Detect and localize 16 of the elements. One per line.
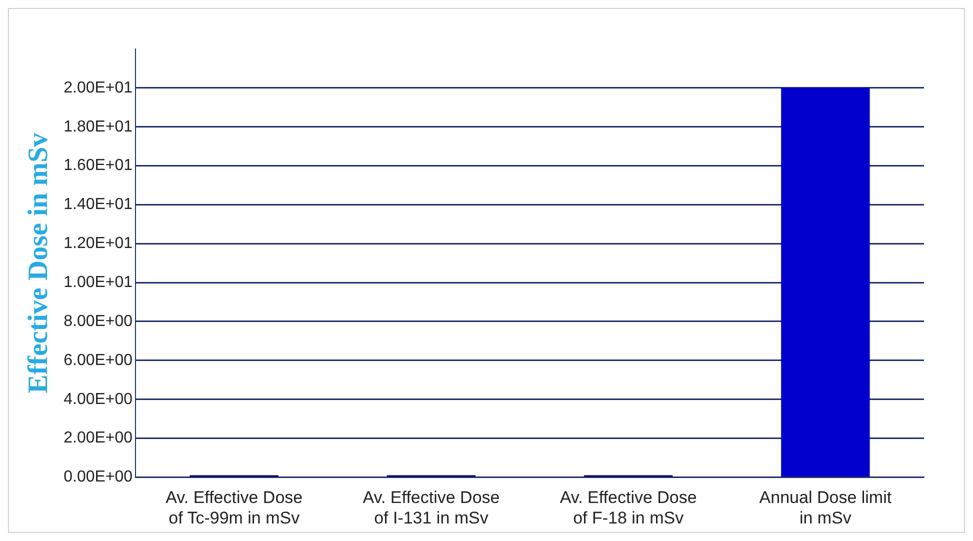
y-tick-label: 1.80E+01 xyxy=(64,118,133,136)
y-tick-label: 1.20E+01 xyxy=(64,235,133,252)
y-axis-title: Effective Dose in mSv xyxy=(23,132,54,394)
y-tick-label: 4.00E+00 xyxy=(64,390,133,408)
y-tick-label: 8.00E+00 xyxy=(64,312,133,330)
y-tick-label: 1.60E+01 xyxy=(64,157,133,174)
y-tick-label: 2.00E+00 xyxy=(64,430,133,447)
x-tick-label: Av. Effective Dose of I-131 in mSv xyxy=(362,488,500,528)
y-tick-label: 0.00E+00 xyxy=(64,468,133,486)
y-tick-label: 1.40E+01 xyxy=(64,196,133,214)
x-tick-label: Av. Effective Dose of F-18 in mSv xyxy=(560,488,697,528)
x-tick-label: Annual Dose limit in mSv xyxy=(759,488,892,528)
y-tick-label: 1.00E+01 xyxy=(64,274,133,291)
x-tick-label: Av. Effective Dose of Tc-99m in mSv xyxy=(166,488,303,528)
y-tick-label: 2.00E+01 xyxy=(64,79,133,96)
y-tick-label: 6.00E+00 xyxy=(64,352,133,369)
